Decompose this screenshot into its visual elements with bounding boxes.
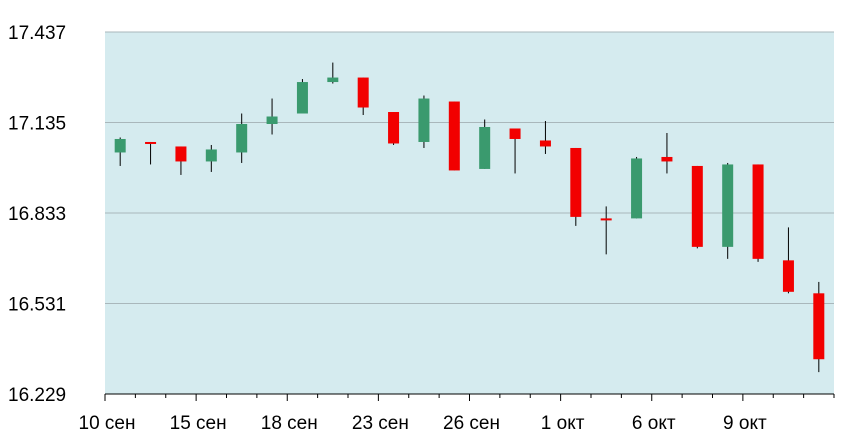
candle xyxy=(570,147,582,226)
candle-body-down xyxy=(752,164,764,259)
candle-body-down xyxy=(175,146,187,162)
candles xyxy=(114,62,825,373)
x-tick-label: 18 сен xyxy=(261,413,318,434)
candle-body-up xyxy=(722,164,734,247)
candle xyxy=(175,146,187,175)
candle xyxy=(631,156,643,219)
candle-body-down xyxy=(145,141,157,144)
x-tick-label: 15 сен xyxy=(170,413,227,434)
candle xyxy=(114,137,126,166)
candle-body-up xyxy=(266,116,278,124)
x-axis-tick-labels: 10 сен 15 сен 18 сен 23 сен 26 сен 1 окт 6 окт… xyxy=(79,413,767,434)
candle xyxy=(509,128,521,174)
candle-body-up xyxy=(236,123,248,153)
candle-body-down xyxy=(570,147,582,217)
x-tick-label: 9 окт xyxy=(723,413,767,434)
candle-body-down xyxy=(782,260,794,292)
candle xyxy=(327,62,339,84)
y-tick-label: 17.135 xyxy=(8,114,66,135)
x-tick-label: 6 окт xyxy=(632,413,676,434)
y-tick-label: 16.833 xyxy=(8,204,66,225)
candle xyxy=(266,98,278,135)
candle-body-up xyxy=(296,82,308,114)
candle-body-up xyxy=(205,149,217,162)
candle-body-up xyxy=(418,98,430,142)
candle xyxy=(145,141,157,165)
x-tick-label: 23 сен xyxy=(352,413,409,434)
candle-body-down xyxy=(813,293,825,360)
candle-body-up xyxy=(327,77,339,83)
x-tick-label: 26 сен xyxy=(443,413,500,434)
candle-body-up xyxy=(479,126,491,169)
candle-body-up xyxy=(114,138,126,153)
candle-body-up xyxy=(631,158,643,219)
x-tick-label: 10 сен xyxy=(79,413,136,434)
candle-body-down xyxy=(539,140,551,147)
candle xyxy=(661,132,673,174)
grid-lines xyxy=(105,31,834,304)
candle-body-down xyxy=(600,218,612,221)
x-tick-label: 1 окт xyxy=(541,413,585,434)
candle xyxy=(205,144,217,172)
candle xyxy=(236,113,248,163)
y-tick-label: 17.437 xyxy=(8,23,66,44)
y-tick-label: 16.229 xyxy=(8,385,66,406)
candle-body-down xyxy=(448,101,460,171)
candle xyxy=(448,101,460,171)
candle xyxy=(813,281,825,373)
y-axis-tick-labels: 17.437 17.135 16.833 16.531 16.229 xyxy=(8,23,66,406)
candle-body-down xyxy=(691,165,703,247)
candle-body-down xyxy=(388,112,400,144)
candle xyxy=(418,95,430,148)
y-tick-label: 16.531 xyxy=(8,295,66,316)
candle xyxy=(722,162,734,259)
candle xyxy=(388,112,400,145)
candle xyxy=(752,164,764,262)
candle xyxy=(539,121,551,154)
candle-body-down xyxy=(357,77,369,108)
candle xyxy=(600,206,612,255)
candle xyxy=(296,79,308,114)
candle-body-down xyxy=(509,128,521,139)
candle xyxy=(357,77,369,116)
x-axis-ticks xyxy=(104,394,835,401)
candle xyxy=(479,119,491,169)
candle xyxy=(782,227,794,294)
candle xyxy=(691,165,703,249)
candle-body-down xyxy=(661,156,673,162)
